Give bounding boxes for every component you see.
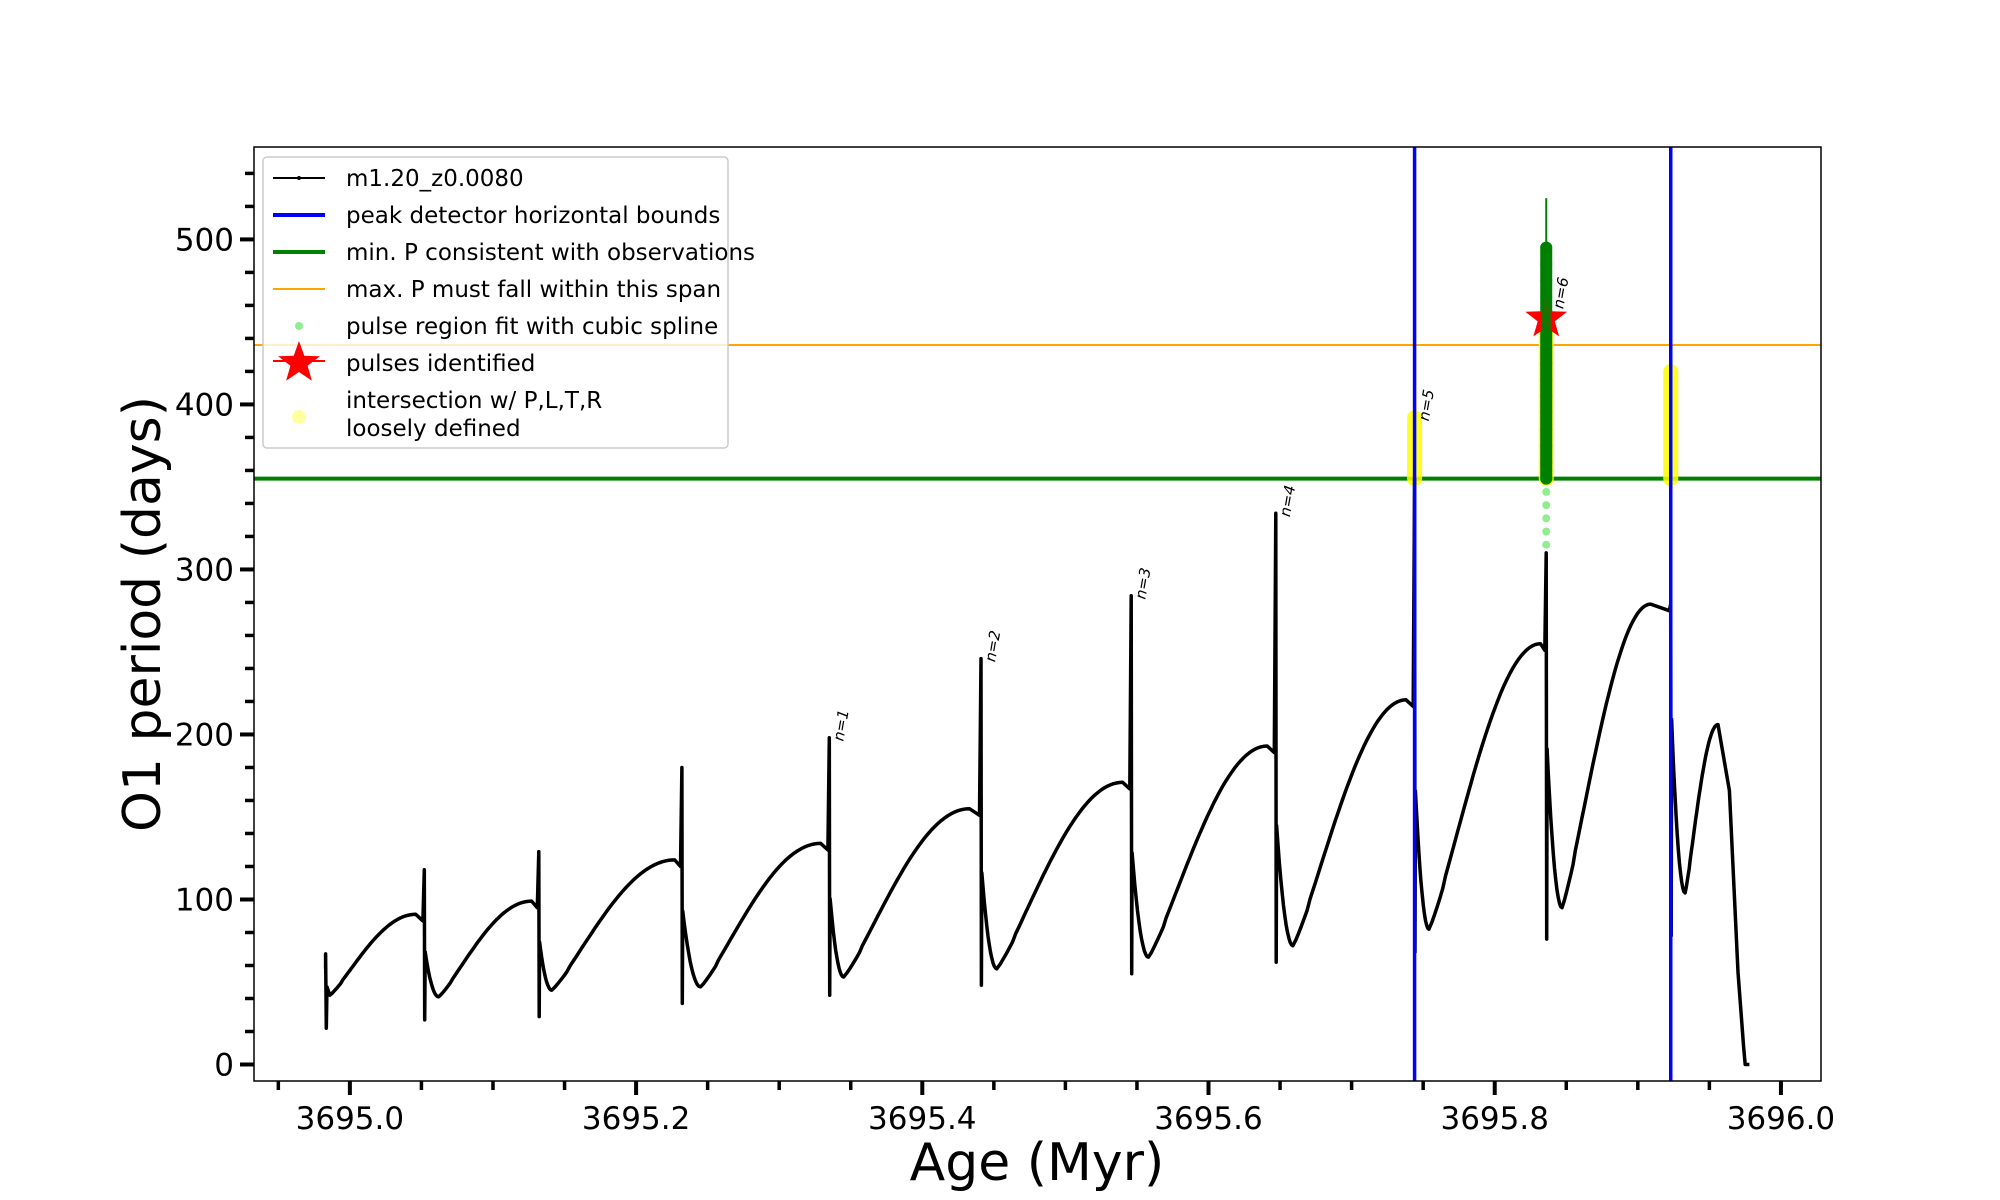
spline-point	[1542, 540, 1551, 549]
x-tick-label: 3695.4	[868, 1101, 976, 1137]
axis-ticks: 3695.0 3695.2 3695.4 3695.6 3695.8 3696.0 0 100…	[175, 171, 1835, 1137]
y-tick-label: 200	[175, 717, 234, 753]
y-tick-label: 300	[175, 552, 234, 588]
legend-box	[262, 156, 729, 449]
pulse-label: n=6	[1549, 276, 1572, 310]
axes-frame	[253, 146, 1822, 1082]
y-tick-label: 0	[214, 1047, 234, 1083]
pulse-label: n=4	[1276, 484, 1299, 518]
spline-point	[1542, 514, 1551, 523]
legend-label: min. P consistent with observations	[346, 240, 755, 266]
y-tick-label: 500	[175, 222, 234, 258]
spline-point	[1542, 527, 1551, 536]
x-tick-label: 3695.2	[582, 1101, 690, 1137]
y-axis-label: O1 period (days)	[113, 396, 173, 832]
legend-swatch-circle	[292, 410, 306, 424]
legend-label: pulse region fit with cubic spline	[346, 314, 718, 340]
y-tick-label: 400	[175, 387, 234, 423]
x-tick-label: 3695.8	[1440, 1101, 1548, 1137]
y-tick-label: 100	[175, 882, 234, 918]
star-icon	[278, 341, 320, 381]
pulse-label: n=3	[1131, 566, 1154, 600]
legend-label: peak detector horizontal bounds	[346, 203, 720, 229]
plot-area: n=1 n=2 n=3 n=4 n=5 n=6	[254, 147, 1821, 1081]
series-m1.20-z0.0080	[323, 476, 1750, 1067]
pulse-label: n=5	[1415, 388, 1438, 422]
legend-label-line2: loosely defined	[346, 416, 521, 442]
legend-label: max. P must fall within this span	[346, 277, 721, 303]
x-axis-label: Age (Myr)	[910, 1133, 1165, 1193]
pulse-label: n=2	[981, 629, 1004, 663]
legend-swatch-dot	[297, 176, 301, 180]
spline-point	[1542, 487, 1551, 496]
x-tick-label: 3696.0	[1727, 1101, 1835, 1137]
x-tick-label: 3695.6	[1154, 1101, 1262, 1137]
legend-swatch-dot	[295, 322, 303, 330]
spline-point	[1542, 501, 1551, 510]
legend-label: m1.20_z0.0080	[346, 166, 524, 192]
plot-content	[254, 147, 1821, 1081]
pulse-label: n=1	[829, 708, 852, 742]
x-tick-label: 3695.0	[296, 1101, 404, 1137]
legend-label: intersection w/ P,L,T,R	[346, 388, 602, 414]
legend-label: pulses identified	[346, 351, 535, 377]
